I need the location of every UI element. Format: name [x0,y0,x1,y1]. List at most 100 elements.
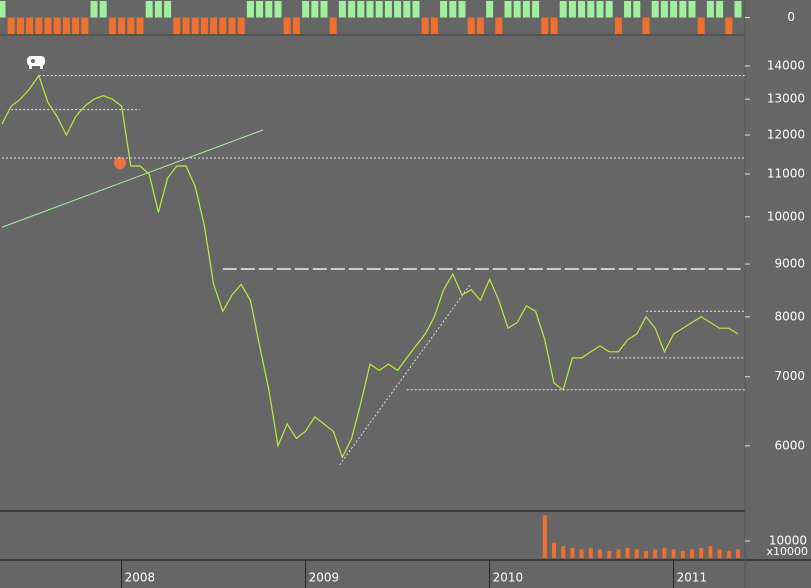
indicator-bar [467,17,475,34]
indicator-bar [127,17,135,34]
indicator-bar [568,1,576,18]
indicator-bar [246,1,254,18]
indicator-bar [118,17,126,34]
indicator-bar [486,1,494,18]
indicator-bar [412,1,420,18]
indicator-bar [651,1,659,18]
indicator-bar [495,17,503,34]
indicator-bar [504,1,512,18]
indicator-bar [35,17,43,34]
indicator-bar [136,17,144,34]
indicator-bar [338,1,346,18]
indicator-bar [384,1,392,18]
indicator-bar [357,1,365,18]
indicator-bar [210,17,218,34]
indicator-bar [421,17,429,34]
y-tick-label: 14000 [767,58,805,72]
indicator-bar [449,1,457,18]
volume-bar [662,547,667,558]
y-tick-label: 7000 [774,369,805,383]
indicator-bar [320,1,328,18]
volume-bar [561,546,566,558]
indicator-bar [99,1,107,18]
indicator-bar [633,1,641,18]
indicator-bar [366,1,374,18]
indicator-bar [596,1,604,18]
indicator-bar [660,1,668,18]
x-tick-label: 2010 [493,571,524,585]
indicator-bar [26,17,34,34]
indicator-bar [734,1,742,18]
volume-bar [653,549,658,558]
indicator-bar [283,17,291,34]
x-tick-label: 2011 [677,571,708,585]
indicator-bar [348,1,356,18]
indicator-bar [311,1,319,18]
volume-bar [625,547,630,558]
indicator-bar [642,17,650,34]
indicator-bar [90,1,98,18]
indicator-bar [375,1,383,18]
indicator-bar [72,17,80,34]
volume-bar [717,549,722,558]
volume-unit-label: x10000 [766,545,808,558]
y-tick-label: 9000 [774,257,805,271]
price-line [1,74,739,459]
indicator-bar [522,1,530,18]
y-tick-label: 8000 [774,309,805,323]
volume-bar [726,551,731,558]
indicator-bar [679,1,687,18]
indicator-bar [458,1,466,18]
volume-bar [552,542,556,558]
indicator-bar [559,1,567,18]
indicator-bar [541,17,549,34]
indicator-bar [182,17,190,34]
volume-bar [588,547,593,558]
indicator-bar [513,1,521,18]
indicator-bar [550,17,558,34]
indicator-bar [191,17,199,34]
indicator-bar [440,1,448,18]
indicator-bar [302,1,310,18]
indicator-bar [476,17,484,34]
volume-bar [607,551,612,558]
indicator-bar [624,1,632,18]
volume-bar [570,547,575,558]
volume-tick-label: 10000 [769,533,807,547]
indicator-bar [605,1,613,18]
volume-bar [699,547,704,558]
indicator-bar [200,17,208,34]
volume-bar [690,549,694,558]
indicator-bar [587,1,595,18]
indicator-bar [614,17,622,34]
indicator-bar [403,1,411,18]
indicator-bar [81,17,89,34]
indicator-bar [154,1,162,18]
indicator-tick-label: 0 [787,10,795,24]
indicator-bar [265,1,273,18]
volume-bar [708,546,713,558]
volume-bar [634,549,639,558]
x-tick-label: 2008 [125,571,156,585]
indicator-bar [7,17,15,34]
indicator-bar [274,1,282,18]
volume-bar [598,549,602,558]
y-tick-label: 12000 [767,128,805,142]
volume-bar [644,551,648,558]
indicator-bar [578,1,586,18]
indicator-bar [0,1,6,18]
indicator-bar [706,1,714,18]
y-tick-label: 11000 [767,167,805,181]
indicator-bar [329,17,337,34]
indicator-bar [228,17,236,34]
signal-marker [114,157,126,169]
indicator-bar [108,17,116,34]
bull-icon [27,56,45,69]
indicator-bar [256,1,264,18]
trend-line [1,129,264,228]
indicator-bar [219,17,227,34]
indicator-bar [173,17,181,34]
volume-bar [579,549,584,558]
